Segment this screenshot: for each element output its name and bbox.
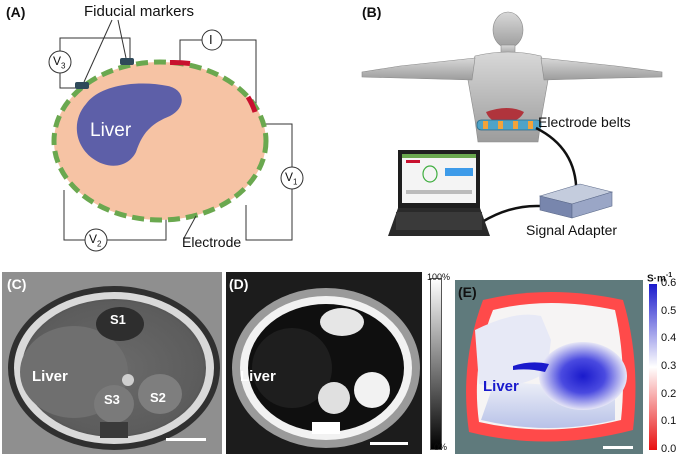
liver-shape <box>76 83 182 166</box>
unit-text: S·m <box>647 273 666 285</box>
current-label: I <box>209 32 213 47</box>
v3-meter-text: V3 <box>53 54 65 70</box>
fiducial-leader-2 <box>117 19 127 59</box>
electrode-label: Electrode <box>182 234 242 250</box>
liver-label-a: Liver <box>90 120 132 141</box>
eit-schematic <box>48 19 304 252</box>
scale-bar-d <box>370 442 408 445</box>
s3-label: S3 <box>104 392 120 407</box>
liver-label-c: Liver <box>32 368 68 385</box>
v1-meter-text: V1 <box>285 170 297 186</box>
panel-e-label: (E) <box>458 284 477 300</box>
panel-a: (A) Fiducial markers <box>0 0 340 262</box>
grayscale-colorbar <box>430 278 442 450</box>
v2-wire <box>63 190 167 241</box>
v3-label: V <box>53 54 62 68</box>
s2-label: S2 <box>150 390 166 405</box>
v2-meter-text: V2 <box>89 232 101 248</box>
colorbar-ticks: 0.6 0.5 0.4 0.3 0.2 0.1 0.0 <box>661 277 685 455</box>
scale-bar-e <box>603 446 633 449</box>
fiducial-markers-label: Fiducial markers <box>84 3 195 20</box>
panel-b-label: (B) <box>362 4 382 20</box>
signal-adapter-side <box>571 191 613 219</box>
electrode-belts-label: Electrode belts <box>538 114 631 130</box>
v3-wire <box>59 37 131 89</box>
fiducial-leader-1 <box>83 19 113 83</box>
colorbar-tick-label: 0.0 <box>661 443 677 455</box>
eit-reconstruction: (E) Liver <box>455 280 643 454</box>
colorbar-tick-label: 0.3 <box>661 360 677 372</box>
colorbar-tick-label: 0.5 <box>661 304 677 317</box>
colorbar-tick-label: 0.6 <box>661 277 677 289</box>
colorbar-bottom-label: 0% <box>434 442 448 452</box>
v2-label: V <box>89 232 98 246</box>
panel-d-label: (D) <box>229 276 249 292</box>
colorbar-tick-label: 0.1 <box>661 415 677 428</box>
panel-c-label: (C) <box>7 276 27 292</box>
eit-setup-illustration <box>361 11 663 236</box>
human-model <box>361 11 663 143</box>
colorbar-tick-label: 0.2 <box>661 387 677 400</box>
current-source <box>201 29 223 51</box>
v1-wire <box>245 123 293 241</box>
colorbar-top-label: 100% <box>427 272 451 282</box>
scale-bar-c <box>166 438 206 441</box>
panel-c: (C) Liver S1 S2 S3 <box>2 272 222 454</box>
v1-label: V <box>285 170 294 184</box>
liver-label-d: Liver <box>240 368 276 385</box>
mri-image <box>2 272 222 454</box>
electrode-leader <box>183 215 197 239</box>
active-electrode-2 <box>245 95 258 113</box>
conductivity-colorbar <box>649 284 657 450</box>
fiducial-marker-2 <box>120 58 134 65</box>
liver-label-e: Liver <box>483 378 519 395</box>
v1-sub: 1 <box>293 177 298 187</box>
signal-adapter-label: Signal Adapter <box>526 222 618 238</box>
v2-sub: 2 <box>97 239 102 249</box>
electrode-belt <box>476 119 542 131</box>
v1-meter <box>280 166 304 190</box>
panel-d: (D) Liver 100% 0% <box>226 272 454 454</box>
panel-e: (E) Liver S·m-1 0.6 0.5 0.4 0.3 0.2 0.1 0.0 <box>455 272 685 456</box>
unit-exponent: -1 <box>665 272 673 279</box>
panel-b: (B) <box>340 0 685 262</box>
fiducial-marker-1 <box>75 82 89 89</box>
v3-sub: 3 <box>61 61 66 71</box>
v2-meter <box>84 228 108 252</box>
panel-a-label: (A) <box>6 4 26 20</box>
colorbar-unit: S·m-1 <box>647 272 672 284</box>
v3-meter <box>48 50 72 74</box>
electrode-ring <box>51 59 269 223</box>
t1-map-image <box>226 272 422 454</box>
cable-laptop-to-adapter <box>481 204 541 224</box>
s1-label: S1 <box>110 312 126 327</box>
eit-conductivity-image <box>466 292 636 449</box>
colorbar-tick-label: 0.4 <box>661 332 677 345</box>
conductivity-map: (D) Liver <box>226 272 422 454</box>
active-electrode-1 <box>169 59 191 66</box>
model-liver <box>486 108 524 123</box>
